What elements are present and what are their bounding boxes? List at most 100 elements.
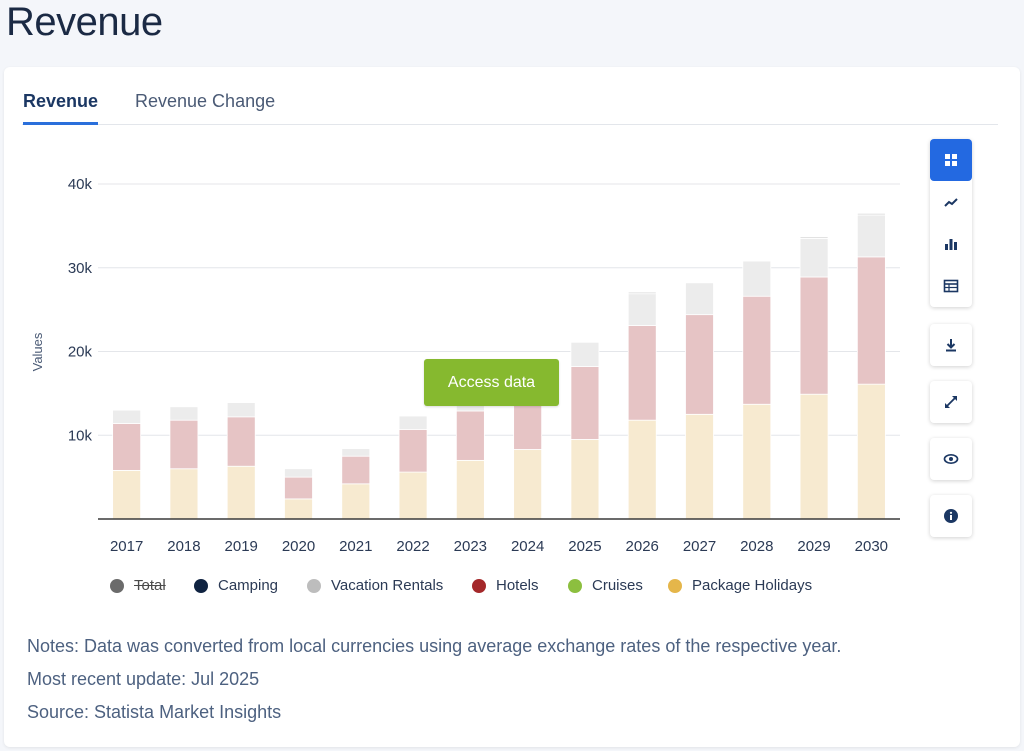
legend-item-hotels[interactable]: Hotels (472, 577, 539, 594)
x-tick-label: 2024 (511, 538, 544, 555)
bar-segment (742, 403, 772, 520)
y-tick-label: 10k (68, 427, 93, 444)
expand-icon (945, 396, 957, 408)
eye-icon (943, 453, 959, 465)
bar-segment (284, 498, 313, 520)
bar-segment (627, 291, 657, 295)
bar-segment (169, 468, 199, 520)
bar-chart-button[interactable] (930, 223, 972, 265)
bar-segment (169, 406, 199, 421)
bar-segment (856, 383, 886, 520)
x-tick-label: 2030 (855, 538, 888, 555)
bar-segment (226, 402, 256, 418)
download-button[interactable] (930, 324, 972, 366)
x-tick-label: 2019 (225, 538, 258, 555)
legend-dot (110, 578, 124, 593)
line-chart-icon (944, 198, 958, 207)
legend-dot (194, 578, 208, 593)
bar-segment (398, 428, 428, 473)
chart-notes: Notes: Data was converted from local cur… (27, 630, 841, 729)
access-data-button[interactable]: Access data (424, 359, 559, 406)
bar-segment (341, 455, 371, 485)
bar-segment (398, 415, 428, 430)
legend-item-package-holidays[interactable]: Package Holidays (668, 577, 812, 594)
y-axis-label: Values (30, 332, 45, 371)
info-group (930, 495, 972, 537)
download-icon (946, 339, 956, 352)
bar-segment (226, 465, 256, 520)
legend-label: Vacation Rentals (331, 577, 444, 594)
bar-segment (284, 476, 313, 500)
x-tick-label: 2029 (797, 538, 830, 555)
x-tick-label: 2027 (683, 538, 716, 555)
bar-segment (341, 448, 371, 457)
bar-segment (799, 393, 829, 520)
legend-dot (568, 578, 582, 593)
legend-label: Total (134, 577, 166, 594)
view-group (930, 438, 972, 480)
bar-segment (627, 419, 657, 520)
y-tick-label: 20k (68, 344, 93, 361)
bar-segment (513, 449, 543, 520)
expand-group (930, 381, 972, 423)
grid-icon (945, 154, 957, 166)
x-tick-label: 2028 (740, 538, 773, 555)
bar-segment (112, 470, 142, 520)
grid-view-button[interactable] (930, 139, 972, 181)
x-tick-label: 2022 (396, 538, 429, 555)
x-tick-label: 2020 (282, 538, 315, 555)
bar-segment (570, 366, 600, 440)
bar-segment (169, 419, 199, 470)
tab-revenue[interactable]: Revenue (23, 91, 99, 125)
chart-type-toolbar (930, 139, 972, 307)
bar-chart-icon (945, 239, 957, 250)
tab-revenue-change[interactable]: Revenue Change (135, 91, 276, 111)
x-tick-label: 2025 (568, 538, 601, 555)
bar-segment (112, 423, 142, 471)
bar-segment (627, 293, 657, 326)
notes-text: Notes: Data was converted from local cur… (27, 636, 842, 656)
table-icon (943, 279, 959, 293)
legend-label: Package Holidays (692, 577, 813, 594)
y-tick-label: 40k (68, 176, 93, 193)
x-tick-label: 2021 (339, 538, 372, 555)
bar-segment (685, 282, 714, 316)
legend-dot (668, 578, 682, 593)
chart-card: Revenue Revenue Change 10k 20k 30k 40k Value… (4, 67, 1020, 747)
legend-label: Cruises (592, 577, 643, 594)
bar-segment (570, 439, 600, 520)
info-button[interactable] (930, 495, 972, 537)
legend-item-camping[interactable]: Camping (194, 577, 278, 594)
legend-item-cruises[interactable]: Cruises (568, 577, 643, 594)
legend-item-total[interactable]: Total (110, 577, 166, 594)
download-group (930, 324, 972, 366)
bar-segment (685, 413, 714, 520)
bar-segment (341, 483, 371, 520)
legend-dot (307, 578, 321, 593)
bar-segment (685, 314, 714, 415)
x-tick-label: 2023 (454, 538, 487, 555)
bar-segment (627, 325, 657, 421)
update-text: Most recent update: Jul 2025 (27, 669, 260, 689)
legend-label: Camping (218, 577, 279, 594)
line-chart-button[interactable] (930, 181, 972, 223)
legend-label: Hotels (496, 577, 539, 594)
x-tick-label: 2026 (626, 538, 659, 555)
x-tick-label: 2017 (110, 538, 143, 555)
expand-button[interactable] (930, 381, 972, 423)
bar-segment (742, 295, 772, 405)
bar-segment (799, 276, 829, 395)
bar-segment (284, 468, 313, 478)
x-tick-label: 2018 (167, 538, 200, 555)
bar-segment (742, 260, 772, 297)
legend-item-vacation-rentals[interactable]: Vacation Rentals (307, 577, 443, 594)
tab-bar: Revenue Revenue Change (22, 83, 998, 125)
table-view-button[interactable] (930, 265, 972, 307)
page-title: Revenue (6, 0, 163, 44)
bar-segment (455, 410, 485, 461)
y-tick-label: 30k (68, 260, 93, 277)
bar-segment (570, 341, 600, 367)
view-button[interactable] (930, 438, 972, 480)
bar-segment (799, 236, 829, 239)
legend-dot (472, 578, 486, 593)
